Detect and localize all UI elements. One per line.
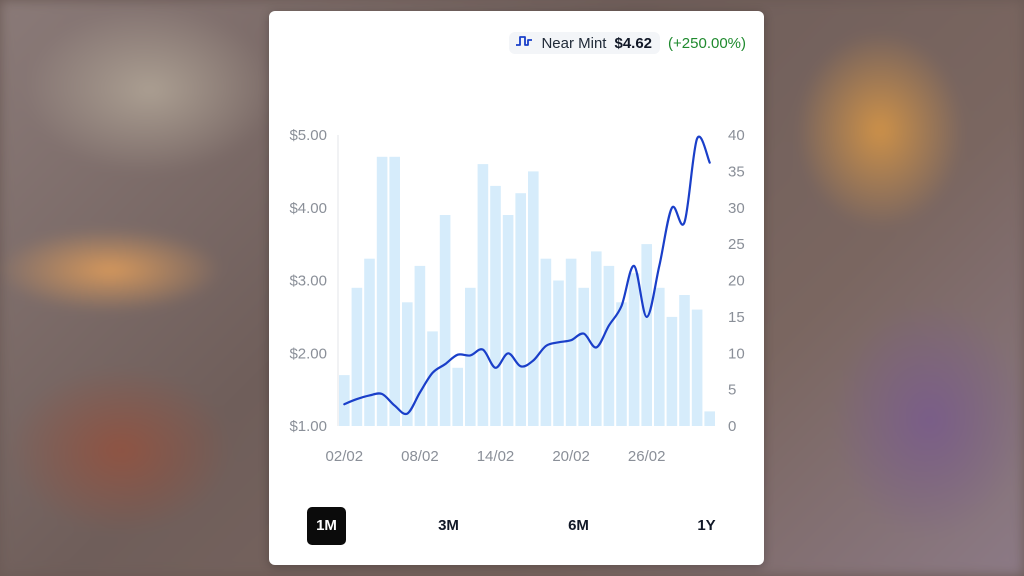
range-tab-1y[interactable]: 1Y	[697, 517, 716, 534]
price-change: (+250.00%)	[668, 34, 746, 52]
y-left-tick-label: $3.00	[289, 273, 327, 290]
volume-bar	[641, 244, 652, 426]
volume-bar	[578, 287, 589, 426]
volume-bar	[389, 156, 400, 427]
y-right-tick-label: 30	[728, 200, 745, 217]
y-right-tick-label: 40	[728, 127, 745, 144]
x-tick-label: 20/02	[552, 448, 590, 465]
volume-bar	[691, 309, 703, 426]
step-line-icon	[515, 34, 533, 52]
volume-bar	[565, 258, 577, 426]
x-tick-label: 08/02	[401, 448, 439, 465]
volume-bar	[414, 265, 426, 426]
y-right-tick-label: 20	[728, 273, 745, 290]
y-left-tick-label: $2.00	[289, 345, 327, 362]
x-tick-label: 14/02	[477, 448, 515, 465]
volume-bar	[502, 215, 514, 426]
volume-bar	[439, 215, 451, 426]
y-left-tick-label: $5.00	[289, 127, 327, 144]
price-legend: Near Mint $4.62 (+250.00%)	[509, 31, 746, 55]
volume-bar	[603, 265, 615, 426]
y-left-tick-label: $1.00	[289, 418, 327, 435]
range-tab-3m[interactable]: 3M	[438, 517, 459, 534]
y-left-tick-label: $4.00	[289, 200, 327, 217]
volume-bar	[402, 302, 413, 426]
condition-label: Near Mint	[541, 34, 607, 52]
range-tab-1m[interactable]: 1M	[307, 507, 346, 545]
volume-bar	[654, 287, 665, 426]
volume-bar	[591, 251, 602, 426]
volume-bar	[704, 411, 715, 426]
y-right-tick-label: 5	[728, 382, 736, 399]
current-price: $4.62	[614, 34, 653, 52]
condition-pill[interactable]: Near Mint $4.62	[509, 32, 661, 54]
volume-bar	[452, 367, 463, 426]
volume-bar	[679, 295, 690, 426]
y-right-tick-label: 35	[728, 163, 745, 180]
range-tab-6m[interactable]: 6M	[568, 517, 589, 534]
volume-bar	[515, 193, 526, 426]
y-right-tick-label: 10	[728, 345, 745, 362]
volume-bar	[364, 258, 375, 426]
price-chart: $1.00 $2.00 $3.00 $4.00 $5.00 0 5 10 15 20 25 30 35 4…	[289, 127, 745, 465]
volume-bar	[339, 375, 350, 426]
volume-bar	[528, 171, 539, 426]
y-right-tick-label: 0	[728, 418, 736, 435]
price-line	[343, 135, 711, 416]
volume-bar	[628, 273, 640, 426]
x-tick-label: 26/02	[628, 448, 666, 465]
volume-bar	[477, 164, 489, 426]
volume-bar	[666, 316, 678, 426]
volume-bar	[376, 156, 388, 427]
volume-bar	[553, 280, 564, 426]
volume-bar	[540, 258, 552, 426]
volume-bar	[427, 331, 438, 426]
y-right-tick-label: 25	[728, 236, 745, 253]
volume-bar	[465, 287, 476, 426]
volume-bar	[351, 287, 363, 426]
x-tick-label: 02/02	[326, 448, 364, 465]
volume-bar	[490, 185, 501, 426]
volume-bar	[616, 302, 627, 426]
y-right-tick-label: 15	[728, 309, 745, 326]
price-history-card: Near Mint $4.62 (+250.00%) $1.00 $2.00 $3.…	[269, 11, 764, 565]
range-tabs: 1M 3M 6M 1Y	[269, 507, 764, 545]
